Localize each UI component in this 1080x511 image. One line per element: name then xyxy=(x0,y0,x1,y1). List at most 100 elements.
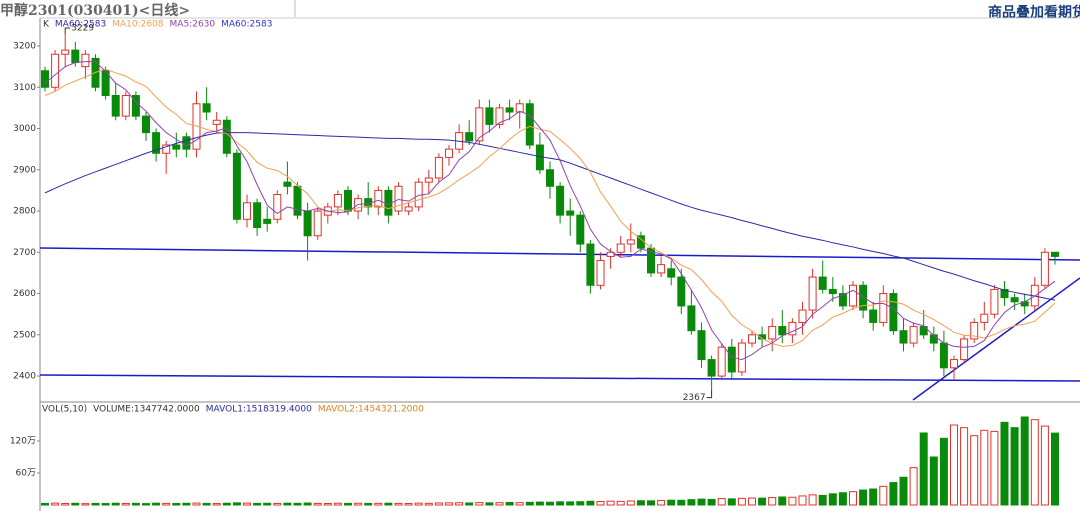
volume-bar xyxy=(1010,427,1019,506)
volume-bar xyxy=(152,502,161,506)
candle-body xyxy=(344,189,352,212)
candle-body xyxy=(727,346,736,373)
candle-body xyxy=(243,202,251,220)
volume-bar xyxy=(556,501,565,506)
candle-body xyxy=(434,156,443,179)
legend-entry: MAVOL1:1518319.4000 xyxy=(206,405,312,415)
candle-body xyxy=(818,276,827,290)
candle-body xyxy=(475,107,484,142)
candle-body xyxy=(263,218,272,224)
volume-bar xyxy=(960,427,969,506)
legend-entry: MA60:2583 xyxy=(55,20,106,30)
legend-entry: VOLUME:1347742.0000 xyxy=(93,405,200,415)
ma-line xyxy=(44,61,1056,361)
volume-bar xyxy=(465,502,474,506)
volume-bar xyxy=(91,502,100,506)
candle-body xyxy=(859,284,868,311)
candle-body xyxy=(202,103,211,113)
volume-bar xyxy=(222,502,231,506)
volume-bar xyxy=(182,502,191,506)
volume-bar xyxy=(61,503,70,506)
volume-bar xyxy=(687,499,696,506)
candle-body xyxy=(879,293,888,323)
volume-bar xyxy=(192,502,201,506)
candle-body xyxy=(768,326,777,340)
candle-body xyxy=(101,70,110,97)
candle-body xyxy=(222,119,231,154)
candle-body xyxy=(51,53,60,88)
volume-bar xyxy=(81,503,90,506)
candle-body xyxy=(232,152,241,220)
volume-bar xyxy=(445,502,453,506)
volume-bar xyxy=(748,497,756,506)
volume-bar xyxy=(525,501,534,506)
candle-body xyxy=(273,194,282,220)
candle-body xyxy=(566,210,575,216)
plot: 2400 2500 2600 2700 2800 2900 3000 3100 3200 60万 1… xyxy=(10,20,1059,506)
volume-bar xyxy=(879,485,888,506)
candle-body xyxy=(869,309,878,323)
candle-body xyxy=(172,144,181,150)
candle-body xyxy=(798,309,807,323)
volume-bar xyxy=(657,499,666,506)
volume-bar xyxy=(344,502,352,506)
ma-line xyxy=(44,68,1056,347)
candle-body xyxy=(626,239,635,245)
volume-bar xyxy=(889,482,898,506)
volume-bar xyxy=(768,497,777,506)
volume-bar xyxy=(626,500,635,506)
volume-bar xyxy=(647,500,655,506)
volume-bar xyxy=(434,502,443,506)
y-tick-label: 2700 xyxy=(13,248,36,258)
volume-bar xyxy=(293,502,302,506)
candle-body xyxy=(404,206,413,212)
volume-bar xyxy=(899,476,908,506)
candle-body xyxy=(1010,297,1019,303)
volume-bar xyxy=(364,502,373,506)
volume-bar xyxy=(424,502,433,506)
annotation-pointer xyxy=(706,389,713,399)
candle-body xyxy=(596,260,605,286)
volume-bar xyxy=(828,493,837,506)
y-tick-label: 3200 xyxy=(13,41,36,51)
volume-bar xyxy=(333,502,342,506)
volume-bar xyxy=(111,502,120,506)
ma-line xyxy=(44,132,1056,301)
volume-bar xyxy=(535,501,544,506)
volume-bar xyxy=(798,495,807,506)
volume-bar xyxy=(788,496,797,506)
volume-bar xyxy=(172,503,181,506)
volume-bar xyxy=(485,502,494,506)
candle-body xyxy=(889,293,898,332)
candle-body xyxy=(283,181,292,187)
legend-entry: VOL(5,10) xyxy=(42,405,87,415)
candle-body xyxy=(182,136,191,150)
volume-bar xyxy=(990,430,999,506)
candle-body xyxy=(515,103,524,113)
candle-body xyxy=(808,276,817,311)
volume-bar xyxy=(414,502,423,506)
candle-body xyxy=(929,334,938,344)
volume-bar xyxy=(717,498,726,506)
volume-bar xyxy=(859,489,868,506)
volume-bar xyxy=(1000,421,1009,506)
volume-bar xyxy=(202,502,211,506)
volume-bar xyxy=(384,502,393,506)
volume-bar xyxy=(505,501,514,506)
volume-bar xyxy=(394,502,403,506)
volume-bar xyxy=(313,502,322,506)
volume-bar xyxy=(283,502,292,506)
y-tick-label: 120万 xyxy=(10,437,36,447)
candle-body xyxy=(677,276,686,307)
candle-body xyxy=(778,326,787,336)
candle-body xyxy=(828,288,837,295)
candle-body xyxy=(939,342,948,369)
chart-subtitle: 商品叠加看期货 xyxy=(988,4,1080,21)
volume-bar xyxy=(677,499,686,506)
candle-body xyxy=(495,107,504,125)
volume-bar xyxy=(243,502,251,506)
candle-body xyxy=(142,115,150,134)
volume-bar xyxy=(1020,416,1029,506)
y-tick-label: 2500 xyxy=(13,330,36,340)
